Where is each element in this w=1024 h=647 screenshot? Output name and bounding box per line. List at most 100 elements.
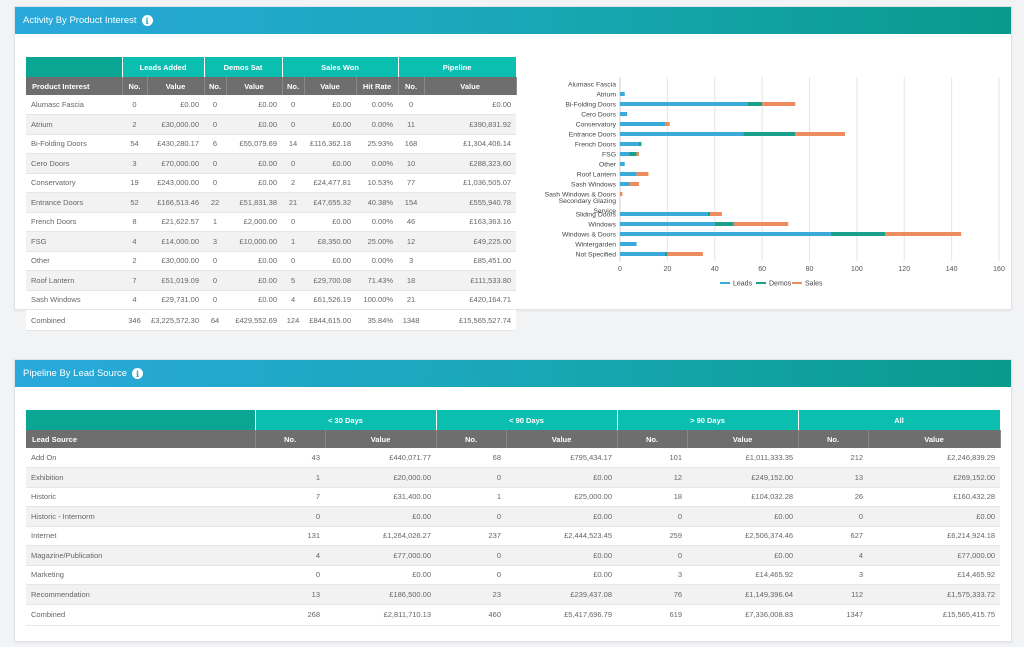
table-cell: 14 bbox=[282, 134, 305, 154]
bar-demos[interactable] bbox=[665, 252, 668, 256]
bar-sales[interactable] bbox=[710, 212, 722, 216]
table-cell: 3 bbox=[122, 153, 147, 174]
table-cell: 0.00% bbox=[356, 251, 399, 271]
table-cell: Add On bbox=[26, 448, 255, 468]
table-cell: 3 bbox=[204, 231, 227, 252]
activity-panel-title: Activity By Product Interest bbox=[23, 15, 137, 26]
group-header: Sales Won bbox=[282, 57, 399, 77]
table-cell: £20,000.00 bbox=[325, 467, 437, 488]
group-header: < 90 Days bbox=[436, 410, 618, 430]
column-header[interactable]: Value bbox=[226, 77, 283, 95]
bar-leads[interactable] bbox=[620, 102, 748, 106]
column-header[interactable]: Value bbox=[304, 77, 357, 95]
bar-sales[interactable] bbox=[795, 132, 846, 136]
column-header[interactable]: No. bbox=[617, 430, 688, 448]
bar-leads[interactable] bbox=[620, 122, 666, 126]
total-cell: 619 bbox=[617, 603, 688, 626]
bar-demos[interactable] bbox=[714, 222, 734, 226]
table-cell: 1 bbox=[204, 212, 227, 232]
table-cell: Cero Doors bbox=[26, 153, 122, 174]
legend-label[interactable]: Demos bbox=[769, 281, 792, 288]
total-cell: £7,336,008.83 bbox=[687, 603, 799, 626]
bar-leads[interactable] bbox=[620, 162, 625, 166]
category-label: Wintergarden bbox=[575, 242, 616, 249]
bar-sales[interactable] bbox=[665, 122, 670, 126]
table-cell: £163,363.16 bbox=[424, 212, 517, 232]
table-row: Atrium 2 £30,000.00 0 £0.00 0 £0.00 0.00% 11 £390… bbox=[26, 114, 517, 135]
bar-leads[interactable] bbox=[620, 172, 637, 176]
bar-demos[interactable] bbox=[830, 232, 886, 236]
category-label: Atrium bbox=[596, 92, 616, 99]
group-header: Demos Sat bbox=[204, 57, 283, 77]
table-cell: £85,451.00 bbox=[424, 251, 517, 271]
column-header[interactable]: Value bbox=[868, 430, 1001, 448]
table-cell: 100.00% bbox=[356, 290, 399, 310]
table-cell: 22 bbox=[204, 192, 227, 213]
legend-label[interactable]: Leads bbox=[733, 281, 753, 288]
table-cell: Atrium bbox=[26, 114, 122, 135]
table-cell: 12 bbox=[398, 231, 425, 252]
x-tick-label: 100 bbox=[851, 266, 863, 273]
column-header[interactable]: No. bbox=[798, 430, 869, 448]
bar-sales[interactable] bbox=[762, 102, 796, 106]
table-cell: £29,700.08 bbox=[304, 270, 357, 291]
table-cell: FSG bbox=[26, 231, 122, 252]
bar-sales[interactable] bbox=[733, 222, 789, 226]
column-header[interactable]: No. bbox=[122, 77, 148, 95]
bar-sales[interactable] bbox=[636, 172, 649, 176]
activity-panel-header: Activity By Product Interest i bbox=[15, 7, 1011, 34]
bar-sales[interactable] bbox=[885, 232, 962, 236]
column-header[interactable]: No. bbox=[436, 430, 507, 448]
bar-leads[interactable] bbox=[620, 232, 831, 236]
table-cell: 7 bbox=[122, 270, 147, 291]
table-cell: £29,731.00 bbox=[147, 290, 205, 310]
bar-demos[interactable] bbox=[743, 132, 796, 136]
column-header[interactable]: Product Interest bbox=[26, 77, 123, 95]
bar-demos[interactable] bbox=[629, 152, 637, 156]
column-header[interactable]: Lead Source bbox=[26, 430, 256, 448]
info-icon[interactable]: i bbox=[132, 368, 144, 379]
column-header[interactable]: Value bbox=[325, 430, 437, 448]
bar-leads[interactable] bbox=[620, 222, 715, 226]
bar-leads[interactable] bbox=[620, 142, 639, 146]
column-header[interactable]: No. bbox=[398, 77, 425, 95]
table-cell: £1,264,026.27 bbox=[325, 526, 437, 546]
x-tick-label: 80 bbox=[806, 266, 814, 273]
bar-sales[interactable] bbox=[629, 182, 639, 186]
group-blank bbox=[26, 410, 256, 430]
bar-leads[interactable] bbox=[620, 92, 625, 96]
table-cell: Other bbox=[26, 251, 122, 271]
bar-demos[interactable] bbox=[707, 212, 711, 216]
column-header[interactable]: Value bbox=[687, 430, 799, 448]
bar-leads[interactable] bbox=[620, 152, 630, 156]
table-cell: Entrance Doors bbox=[26, 192, 122, 213]
bar-leads[interactable] bbox=[620, 242, 637, 246]
column-header[interactable]: No. bbox=[204, 77, 227, 95]
column-header[interactable]: Hit Rate bbox=[356, 77, 399, 95]
bar-leads[interactable] bbox=[620, 182, 630, 186]
bar-leads[interactable] bbox=[620, 132, 744, 136]
bar-leads[interactable] bbox=[620, 252, 666, 256]
bar-leads[interactable] bbox=[620, 112, 628, 116]
table-cell: 13 bbox=[798, 467, 869, 488]
column-header[interactable]: Value bbox=[424, 77, 517, 95]
bar-sales[interactable] bbox=[667, 252, 703, 256]
column-header[interactable]: Value bbox=[147, 77, 205, 95]
group-header: All bbox=[798, 410, 1001, 430]
bar-leads[interactable] bbox=[620, 212, 708, 216]
legend-label[interactable]: Sales bbox=[805, 281, 823, 288]
bar-demos[interactable] bbox=[638, 142, 642, 146]
table-cell: £104,032.28 bbox=[687, 487, 799, 507]
x-tick-label: 140 bbox=[946, 266, 958, 273]
column-header[interactable]: No. bbox=[282, 77, 305, 95]
bar-sales[interactable] bbox=[620, 192, 623, 196]
table-cell: 0 bbox=[122, 95, 147, 115]
table-cell: 4 bbox=[255, 545, 325, 566]
info-icon[interactable]: i bbox=[141, 15, 153, 26]
column-header[interactable]: Value bbox=[506, 430, 618, 448]
bar-demos[interactable] bbox=[747, 102, 763, 106]
table-cell: £390,831.92 bbox=[424, 114, 517, 135]
bar-sales[interactable] bbox=[636, 152, 639, 156]
column-header[interactable]: No. bbox=[255, 430, 326, 448]
table-cell: 0 bbox=[204, 173, 227, 193]
